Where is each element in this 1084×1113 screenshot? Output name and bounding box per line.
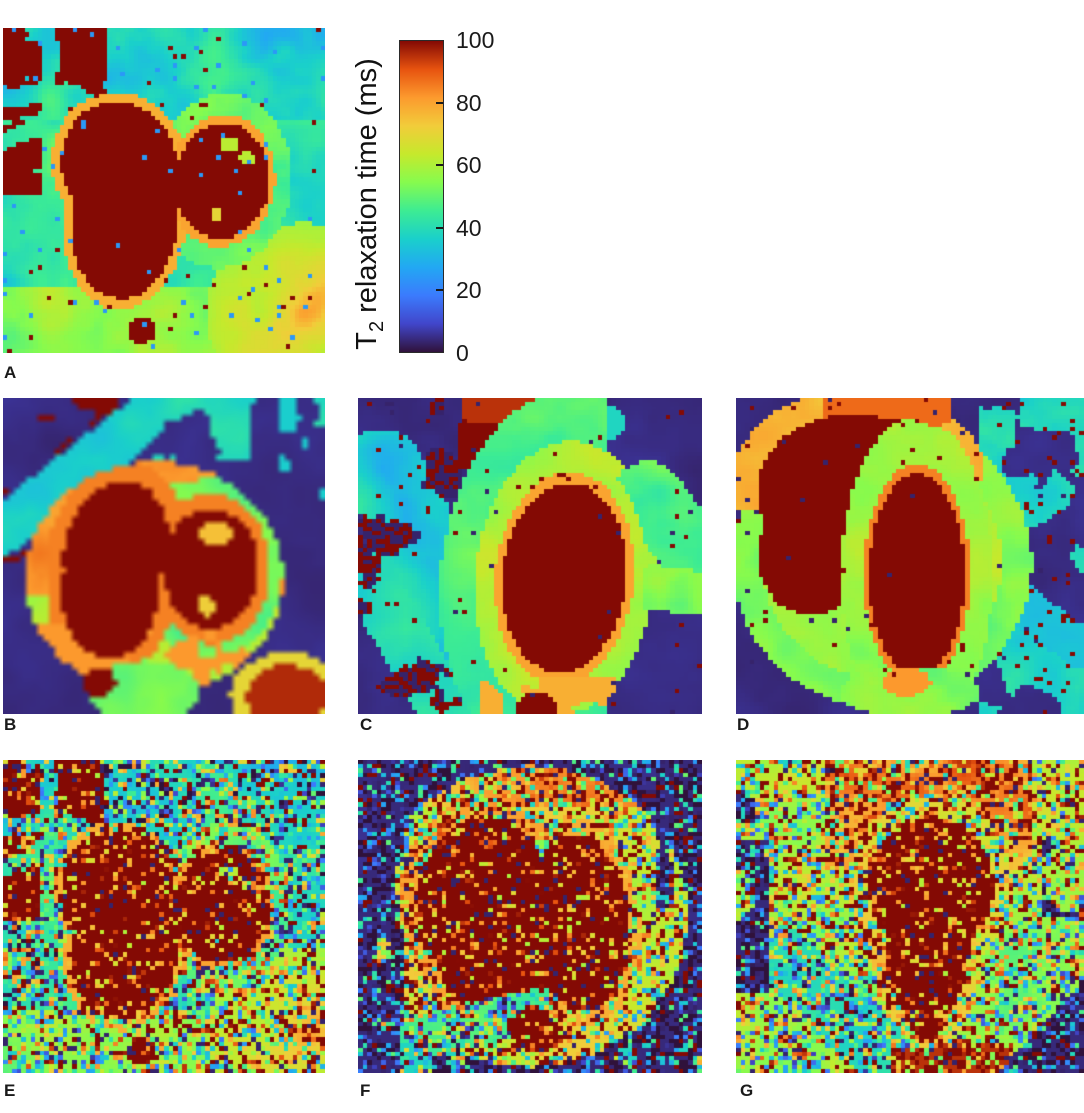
t2-map-image-d xyxy=(736,398,1084,714)
panel-label-f: F xyxy=(360,1081,371,1100)
colorbar-tick-mark xyxy=(436,289,443,292)
colorbar-tick-100: 100 xyxy=(456,27,495,53)
t2-map-image-b xyxy=(3,398,325,714)
colorbar-title: T2 relaxation time (ms) xyxy=(351,58,388,350)
colorbar-tick-20: 20 xyxy=(456,277,482,304)
panel-label-b: B xyxy=(4,715,17,734)
t2-map-image-f xyxy=(358,760,702,1073)
colorbar-tick-mark xyxy=(436,226,443,229)
colorbar-tick-mark xyxy=(436,101,443,104)
t2-map-image-a xyxy=(3,28,325,353)
colorbar-tick-60: 60 xyxy=(456,152,482,179)
colorbar-tick-40: 40 xyxy=(456,214,482,241)
t2-map-image-g xyxy=(736,760,1084,1073)
panel-label-a: A xyxy=(4,363,17,382)
t2-map-image-e xyxy=(3,760,325,1073)
panel-label-c: C xyxy=(360,715,373,734)
panel-label-d: D xyxy=(737,715,750,734)
panel-label-g: G xyxy=(740,1081,754,1100)
colorbar-tick-mark xyxy=(436,164,443,167)
panel-label-e: E xyxy=(4,1081,16,1100)
colorbar-tick-0: 0 xyxy=(456,340,469,366)
t2-map-image-c xyxy=(358,398,702,714)
colorbar-gradient xyxy=(399,40,444,353)
colorbar-tick-80: 80 xyxy=(456,89,482,116)
